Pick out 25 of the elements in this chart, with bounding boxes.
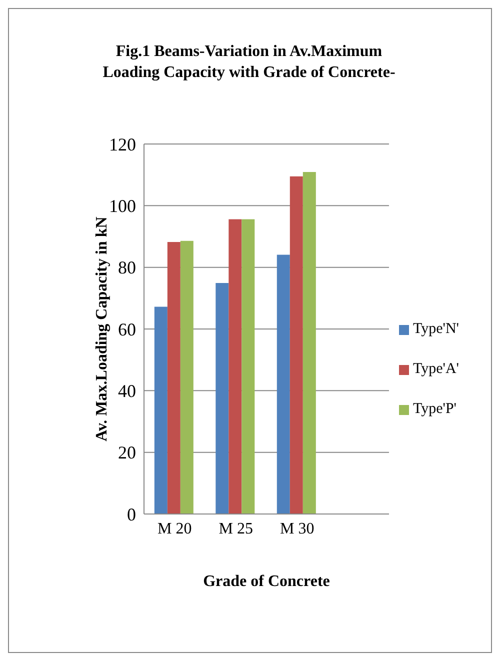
x-tick-label: M 20 [158,520,192,538]
x-axis-title: Grade of Concrete [203,573,330,590]
bar [216,283,229,514]
y-tick-label: 20 [118,442,136,463]
bar [302,172,316,514]
y-tick-label: 40 [118,381,136,402]
legend-label: Type'N' [412,321,459,337]
legend-label: Type'A' [412,361,459,377]
x-tick-label: M 30 [280,520,314,538]
bar [290,176,303,514]
legend-label: Type'P' [412,401,457,417]
bar [242,219,255,514]
bar [228,219,242,514]
y-tick-label: 60 [118,319,136,340]
bar [180,240,194,514]
bar [154,306,168,514]
y-axis-title: Av. Max.Loading Capacity in kN [94,216,111,442]
bar [276,254,290,514]
y-tick-label: 100 [109,196,136,216]
chart-title: Fig.1 Beams-Variation in Av.Maximum Loading Capacity with Grade of Concrete- [102,42,396,83]
y-tick-label: 0 [127,504,136,524]
bar [167,242,180,514]
y-tick-label: 120 [109,134,136,154]
x-tick-label: M 25 [218,520,253,538]
y-tick-label: 80 [118,258,136,278]
